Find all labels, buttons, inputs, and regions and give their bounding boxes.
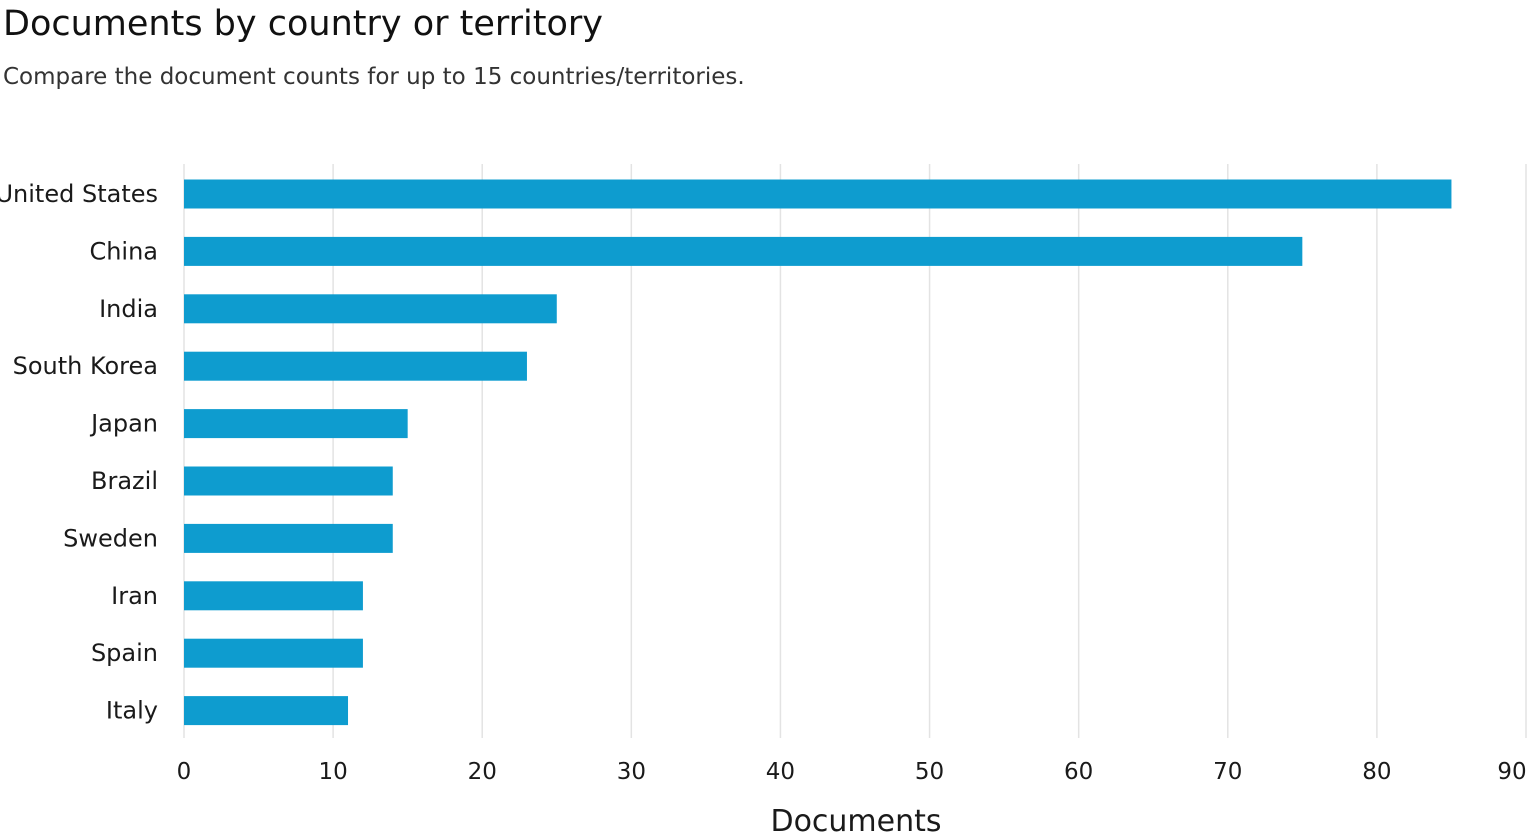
bar-iran[interactable] <box>184 581 363 611</box>
x-tick-label-0: 0 <box>177 759 192 785</box>
bars <box>184 179 1452 726</box>
x-tick-label-30: 30 <box>617 759 646 785</box>
x-tick-label-40: 40 <box>766 759 795 785</box>
bar-italy[interactable] <box>184 696 349 726</box>
category-label-india: India <box>99 295 158 323</box>
x-tick-label-90: 90 <box>1497 759 1526 785</box>
bar-china[interactable] <box>184 236 1303 266</box>
bar-brazil[interactable] <box>184 466 393 496</box>
category-label-china: China <box>89 237 158 265</box>
x-tick-label-10: 10 <box>318 759 347 785</box>
category-label-japan: Japan <box>89 410 158 438</box>
x-tick-label-60: 60 <box>1064 759 1093 785</box>
category-label-south-korea: South Korea <box>13 352 158 380</box>
bar-sweden[interactable] <box>184 523 393 553</box>
chart-subtitle: Compare the document counts for up to 15… <box>3 64 745 90</box>
category-label-sweden: Sweden <box>63 524 158 552</box>
x-tick-label-70: 70 <box>1213 759 1242 785</box>
bar-spain[interactable] <box>184 638 363 668</box>
category-label-iran: Iran <box>111 582 158 610</box>
x-tick-label-20: 20 <box>468 759 497 785</box>
chart-title: Documents by country or territory <box>3 4 604 44</box>
x-axis-ticks: 0 10 20 30 40 50 60 70 80 90 <box>177 759 1527 785</box>
x-tick-label-50: 50 <box>915 759 944 785</box>
bar-japan[interactable] <box>184 409 408 439</box>
category-labels: United States China India South Korea Japan B… <box>0 180 158 725</box>
x-axis-label: Documents <box>770 804 941 839</box>
bar-united-states[interactable] <box>184 179 1452 209</box>
category-label-united-states: United States <box>0 180 158 208</box>
category-label-spain: Spain <box>91 639 158 667</box>
bar-india[interactable] <box>184 294 557 324</box>
category-label-brazil: Brazil <box>91 467 158 495</box>
x-tick-label-80: 80 <box>1362 759 1391 785</box>
bar-south-korea[interactable] <box>184 351 527 381</box>
category-label-italy: Italy <box>106 697 158 725</box>
